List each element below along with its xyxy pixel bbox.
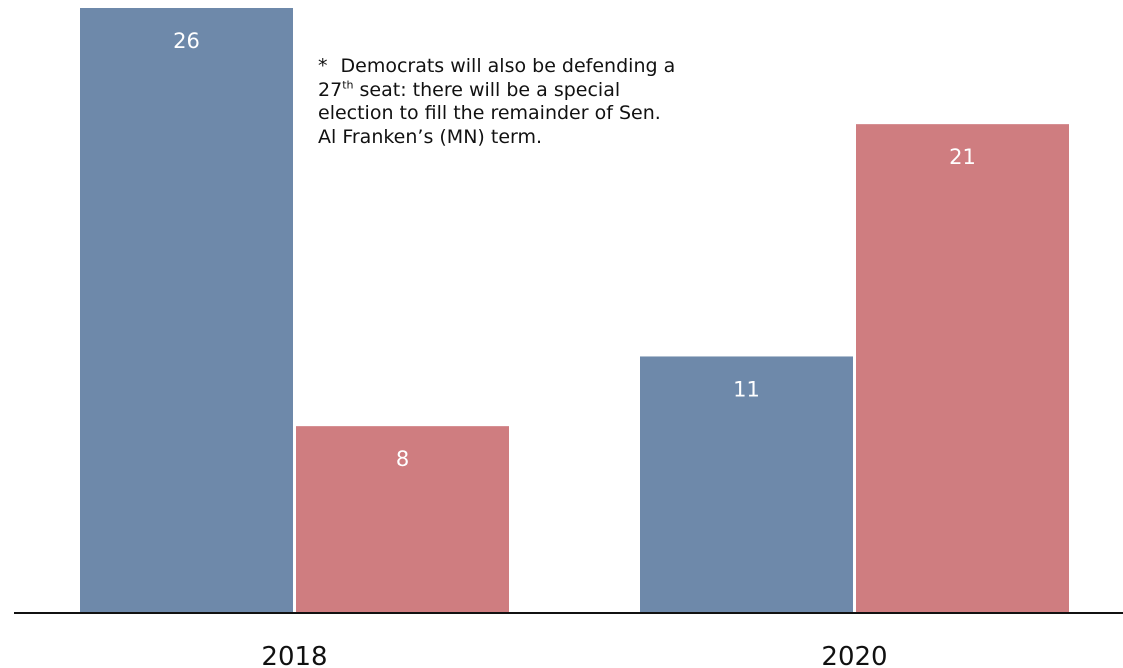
bar-2020-series-2 [856,124,1069,613]
bars-group [80,8,1069,613]
annotation-superscript: th [342,78,354,92]
annotation-text-part2: seat: there will be a special election t… [318,78,661,148]
annotation-text-part1: Democrats will also be defending a 27 [318,55,676,101]
chart-annotation: * Democrats will also be defending a 27th… [318,55,678,149]
bar-value-label: 21 [949,145,976,169]
bar-value-label: 8 [396,447,409,471]
bar-2018-series-2 [296,426,509,612]
x-tick-labels: 2018 2020 [261,642,887,668]
x-tick-label: 2020 [821,642,887,668]
bar-value-label: 11 [733,377,760,401]
bar-2020-series-1 [640,356,853,612]
annotation-marker: * [318,55,328,77]
bar-value-label: 26 [173,29,200,53]
bar-2018-series-1 [80,8,293,612]
x-tick-label: 2018 [261,642,327,668]
bar-labels-group: 26 8 11 21 [173,29,976,471]
